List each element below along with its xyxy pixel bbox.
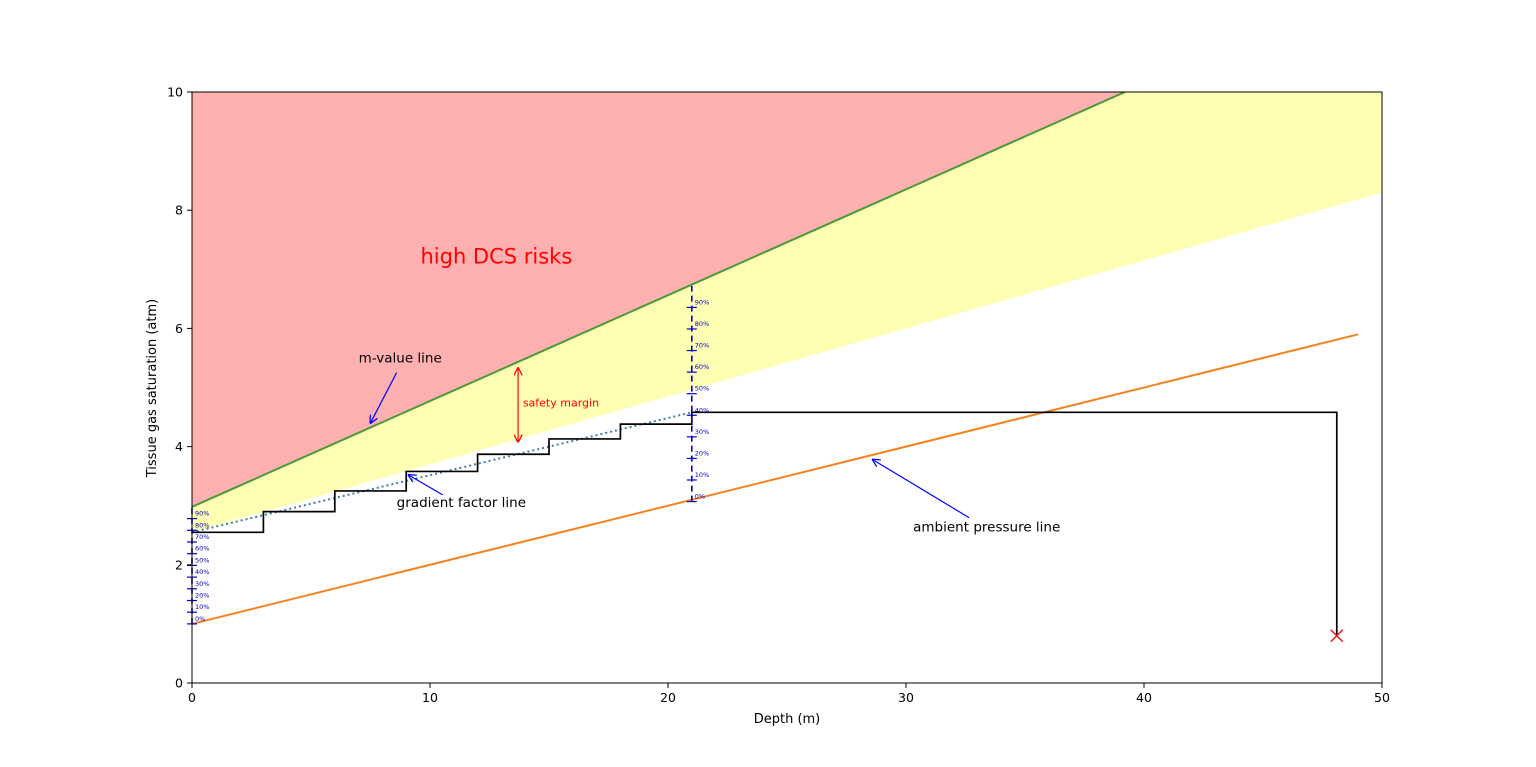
gf-scale-label: 30% [195, 580, 209, 588]
gf-scale-label: 10% [695, 471, 709, 479]
m-value-series [192, 92, 1126, 508]
gf-scale-1: 0% 10% 20% 30% 40% 50% 60% 70% 80% 90% [686, 285, 709, 503]
x-tick-label: 20 [660, 690, 676, 705]
gf-scale-label: 60% [195, 545, 209, 553]
gf-scale-label: 30% [695, 428, 709, 436]
annotation-arrow [371, 372, 398, 423]
gf-scale-label: 10% [195, 603, 209, 611]
annotation-high-dcs-risks: high DCS risks [420, 244, 572, 268]
ambient-pressure-series [192, 333, 1359, 625]
gf-scale-label: 20% [695, 449, 709, 457]
y-tick-label: 4 [175, 439, 183, 454]
gf-scale-label: 0% [695, 493, 705, 501]
y-tick-label: 6 [175, 321, 183, 336]
end-marker-stroke-b [1330, 629, 1344, 643]
x-tick-label: 40 [1136, 690, 1152, 705]
x-axis-label: Depth (m) [754, 712, 821, 727]
end-marker [1330, 629, 1344, 643]
gf-scale-label: 40% [695, 406, 709, 414]
x-tick-label: 10 [422, 690, 438, 705]
annotation-m-value-line: m-value line [359, 351, 442, 367]
x-tick-label: 50 [1374, 690, 1390, 705]
y-tick-label: 10 [167, 85, 183, 100]
gf-scale-label: 90% [695, 298, 709, 306]
annotation-gradient-factor-line: gradient factor line [397, 495, 526, 511]
gf-scale-label: 90% [195, 510, 209, 518]
plot-frame [191, 91, 1383, 684]
y-tick-label: 8 [175, 203, 183, 218]
y-axis-label: Tissue gas saturation (atm) [145, 299, 160, 478]
annotation-arrow [409, 475, 443, 496]
annotation-ambient-pressure-line: ambient pressure line [913, 520, 1060, 536]
gf-scale-label: 70% [195, 533, 209, 541]
safety-margin-region [192, 92, 1382, 533]
y-tick-label: 2 [175, 557, 183, 572]
gf-scale-label: 80% [695, 320, 709, 328]
annotation-arrow [873, 460, 970, 519]
gf-scale-label: 20% [195, 591, 209, 599]
y-tick-label: 0 [175, 676, 183, 691]
gf-scale-label: 50% [195, 556, 209, 564]
gf-scale-0: 0% 10% 20% 30% 40% 50% 60% 70% 80% 90% [187, 506, 209, 625]
gf-scale-label: 80% [195, 521, 209, 529]
annotation-safety-margin: safety margin [523, 396, 599, 409]
gf-scale-label: 40% [195, 568, 209, 576]
gf-scale-label: 60% [695, 363, 709, 371]
gf-scale-label: 0% [195, 615, 205, 623]
x-tick-label: 30 [898, 690, 914, 705]
gf-scale-label: 50% [695, 385, 709, 393]
gf-scale-label: 70% [695, 342, 709, 350]
x-tick-label: 0 [188, 690, 196, 705]
